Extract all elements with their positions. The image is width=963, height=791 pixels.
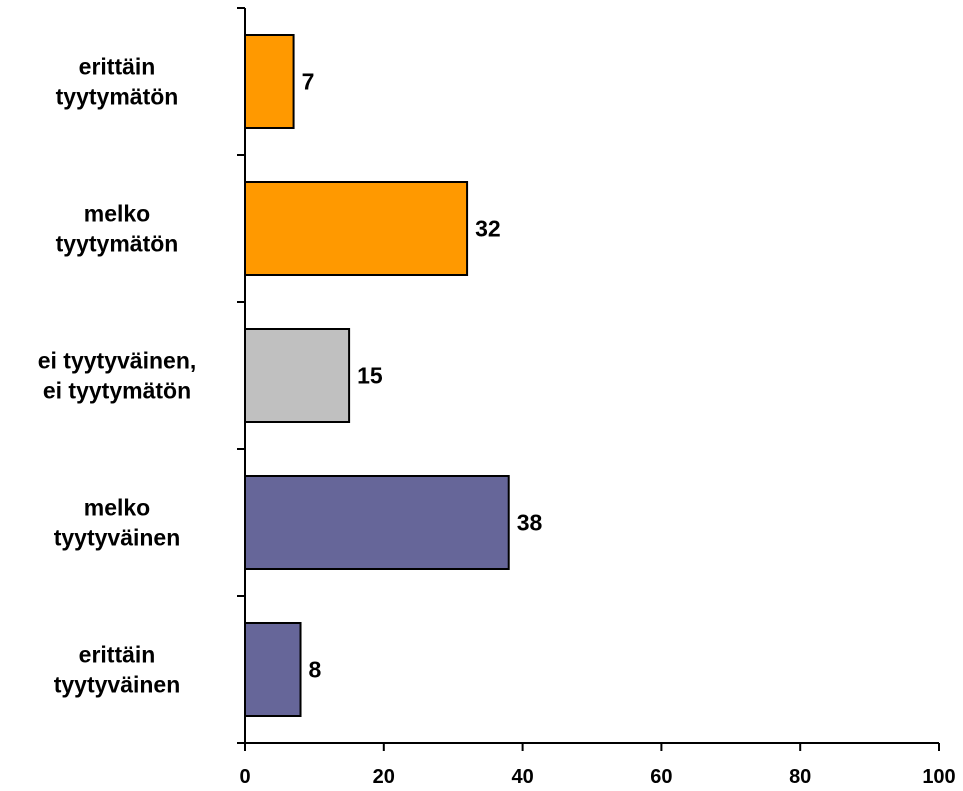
x-tick-label-0: 0: [239, 766, 250, 788]
category-label-line: tyytyväinen: [54, 525, 181, 551]
x-tick-label-3: 60: [650, 766, 672, 788]
category-label-line: melko: [84, 201, 150, 227]
category-label-1: melko tyytymätön: [56, 201, 179, 257]
category-label-4: erittäin tyytyväinen: [54, 642, 181, 698]
category-label-line: tyytymätön: [56, 84, 179, 110]
bars-layer: [244, 34, 510, 717]
data-label-1: 32: [475, 216, 501, 242]
category-label-2: ei tyytyväinen, ei tyytymätön: [38, 348, 197, 404]
category-label-line: tyytymätön: [56, 231, 179, 257]
category-label-line: melko: [84, 495, 150, 521]
axes-layer: [237, 7, 940, 751]
labels-layer: 7 erittäin tyytymätön 32 melko tyytymätön 15 ei…: [38, 54, 956, 789]
category-label-line: erittäin: [79, 54, 156, 80]
bar-2: [244, 328, 351, 423]
bar-1: [244, 181, 469, 276]
category-label-line: erittäin: [79, 642, 156, 668]
bar-4: [244, 622, 302, 717]
data-label-0: 7: [302, 69, 315, 95]
bar-3: [244, 475, 510, 570]
category-label-line: ei tyytyväinen,: [38, 348, 197, 374]
x-tick-label-1: 20: [373, 766, 395, 788]
category-label-line: ei tyytymätön: [43, 378, 191, 404]
category-label-line: tyytyväinen: [54, 672, 181, 698]
category-label-3: melko tyytyväinen: [54, 495, 181, 551]
x-tick-label-4: 80: [789, 766, 811, 788]
data-label-2: 15: [357, 363, 383, 389]
data-label-3: 38: [517, 510, 543, 536]
category-label-0: erittäin tyytymätön: [56, 54, 179, 110]
x-tick-label-2: 40: [511, 766, 533, 788]
data-label-4: 8: [309, 657, 322, 683]
bar-0: [244, 34, 295, 129]
x-tick-label-5: 100: [922, 766, 955, 788]
